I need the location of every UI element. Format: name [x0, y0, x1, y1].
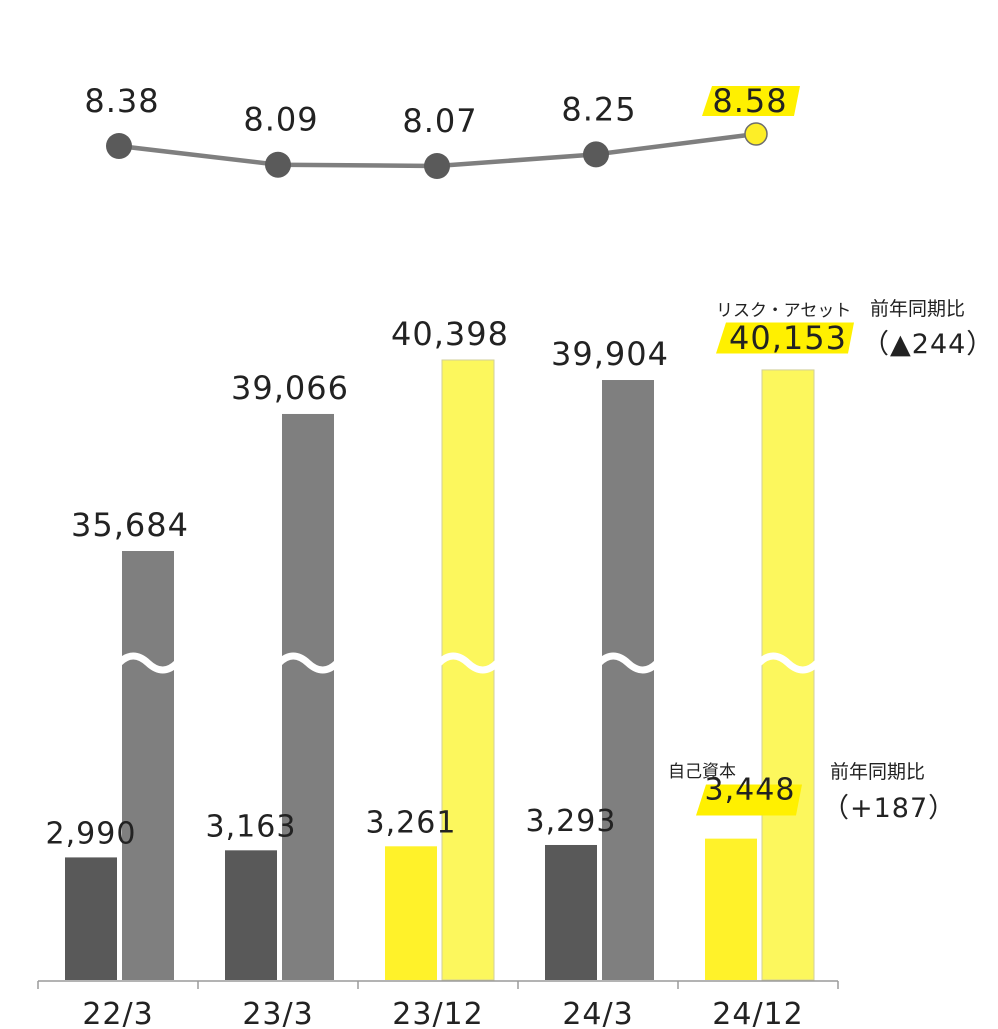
axis-break-wave-24/12: [755, 652, 821, 674]
risk-asset-bar-24/12: [761, 369, 815, 981]
ratio-value-label-24/3: 8.25: [561, 90, 636, 128]
capital-value-label-22/3: 2,990: [46, 816, 137, 851]
capital-bar-23/12: [385, 846, 437, 980]
risk-asset-yoy-label: 前年同期比: [870, 298, 966, 320]
ratio-label-highlight: [702, 86, 800, 116]
ratio-point-23/3: [265, 151, 291, 178]
ratio-point-23/12: [424, 153, 450, 179]
risk-asset-bar-24/3: [602, 380, 654, 980]
x-tick-label-24/12: 24/12: [712, 997, 803, 1029]
capital-yoy-value: （+187）: [822, 793, 957, 824]
axis-break-wave-23/3: [275, 652, 341, 674]
risk-asset-bar-23/3: [282, 413, 334, 980]
ratio-point-24/3: [583, 141, 609, 168]
ratio-value-label-24/12: 8.58: [712, 82, 787, 120]
capital-yoy-label: 前年同期比: [830, 761, 926, 783]
risk-asset-bar-22/3: [122, 551, 174, 980]
risk-asset-value-label-22/3: 35,684: [71, 506, 189, 544]
risk-asset-label-highlight: [716, 322, 854, 354]
risk-asset-yoy-value: （▲244）: [862, 329, 995, 360]
capital-label-highlight: [696, 784, 802, 816]
ratio-point-22/3: [106, 133, 132, 159]
risk-asset-value-label-23/12: 40,398: [391, 315, 509, 353]
capital-value-label-24/12: 3,448: [705, 773, 796, 808]
ratio-point-24/12: [744, 122, 768, 146]
ratio-value-label-23/3: 8.09: [243, 101, 318, 139]
axis-break-wave-22/3: [115, 652, 181, 674]
x-tick-label-24/3: 24/3: [562, 997, 633, 1029]
risk-asset-series-title: リスク・アセット: [716, 301, 852, 321]
capital-series-title: 自己資本: [668, 762, 736, 782]
capital-bar-22/3: [65, 857, 117, 980]
capital-bar-23/3: [225, 850, 277, 980]
capital-value-label-23/12: 3,261: [366, 805, 457, 840]
ratio-value-label-23/12: 8.07: [402, 102, 477, 140]
capital-bar-24/12: [705, 838, 757, 980]
risk-asset-value-label-24/3: 39,904: [551, 335, 669, 373]
x-tick-label-23/12: 23/12: [392, 997, 483, 1029]
capital-value-label-23/3: 3,163: [206, 809, 297, 844]
risk-asset-value-label-24/12: 40,153: [729, 319, 847, 357]
ratio-value-label-22/3: 8.38: [84, 82, 159, 120]
capital-value-label-24/3: 3,293: [526, 804, 617, 839]
risk-asset-value-label-23/3: 39,066: [231, 369, 349, 407]
axis-break-wave-24/3: [595, 652, 661, 674]
capital-bar-24/3: [545, 844, 597, 980]
axis-break-wave-23/12: [435, 652, 501, 674]
x-tick-label-22/3: 22/3: [82, 997, 153, 1029]
x-tick-label-23/3: 23/3: [242, 997, 313, 1029]
